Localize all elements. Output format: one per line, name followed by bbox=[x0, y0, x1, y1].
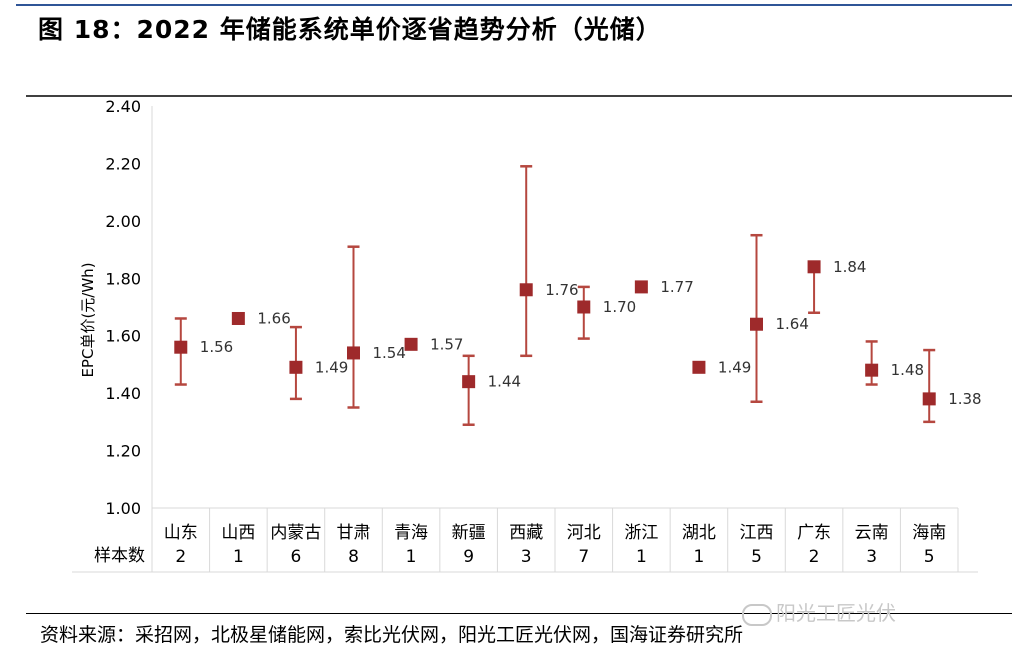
sample-count: 2 bbox=[809, 547, 820, 567]
category-label: 浙江 bbox=[624, 523, 658, 543]
category-label: 甘肃 bbox=[337, 523, 371, 543]
sample-count: 5 bbox=[924, 547, 935, 567]
markers bbox=[174, 260, 936, 406]
data-point bbox=[519, 283, 533, 297]
category-label: 山西 bbox=[221, 523, 255, 543]
data-label: 1.64 bbox=[776, 315, 809, 333]
data-label: 1.70 bbox=[603, 298, 636, 316]
y-tick-label: 2.20 bbox=[105, 154, 141, 173]
data-point bbox=[174, 340, 188, 354]
data-label: 1.56 bbox=[200, 338, 233, 356]
y-tick-label: 1.20 bbox=[105, 442, 141, 461]
sample-count: 7 bbox=[578, 547, 589, 567]
y-tick-label: 1.60 bbox=[105, 327, 141, 346]
source-note: 资料来源：采招网，北极星储能网，索比光伏网，阳光工匠光伏网，国海证券研究所 bbox=[40, 624, 744, 646]
data-point bbox=[692, 360, 706, 374]
data-point bbox=[634, 280, 648, 294]
category-label: 河北 bbox=[567, 523, 601, 543]
y-tick-label: 1.40 bbox=[105, 384, 141, 403]
data-label: 1.54 bbox=[373, 344, 406, 362]
category-label: 山东 bbox=[164, 523, 198, 543]
data-point bbox=[289, 360, 303, 374]
data-point bbox=[922, 392, 936, 406]
data-point bbox=[231, 311, 245, 325]
sample-count: 1 bbox=[636, 547, 647, 567]
data-label: 1.76 bbox=[545, 281, 578, 299]
data-point bbox=[750, 317, 763, 331]
data-point bbox=[347, 346, 360, 360]
data-label: 1.77 bbox=[660, 278, 693, 296]
data-label: 1.49 bbox=[315, 358, 348, 376]
sample-count-label: 样本数 bbox=[94, 546, 145, 566]
category-label: 云南 bbox=[855, 523, 889, 543]
bottom-rule bbox=[26, 613, 1012, 614]
sample-count: 3 bbox=[521, 547, 532, 567]
watermark: 阳光工匠光伏 bbox=[742, 597, 896, 626]
data-point bbox=[865, 363, 879, 377]
data-point bbox=[577, 300, 591, 314]
sample-count: 6 bbox=[291, 547, 302, 567]
value-labels: 1.56 1.66 1.49 1.54 1.57 1.44 1.76 1.70 1.77 1.49… bbox=[200, 258, 982, 408]
sample-count: 2 bbox=[175, 547, 186, 567]
category-label: 新疆 bbox=[452, 523, 486, 543]
category-label: 广东 bbox=[797, 523, 831, 543]
sample-count: 1 bbox=[233, 547, 244, 567]
data-point bbox=[807, 260, 821, 274]
data-label: 1.48 bbox=[891, 361, 924, 379]
sample-count: 5 bbox=[751, 547, 762, 567]
figure-title: 图 18：2022 年储能系统单价逐省趋势分析（光储） bbox=[38, 15, 662, 44]
y-tick-label: 2.40 bbox=[105, 97, 141, 116]
data-label: 1.84 bbox=[833, 258, 866, 276]
data-label: 1.49 bbox=[718, 358, 751, 376]
wechat-icon bbox=[742, 603, 772, 626]
sample-count: 3 bbox=[866, 547, 877, 567]
category-label: 西藏 bbox=[509, 523, 543, 543]
category-label: 海南 bbox=[912, 523, 946, 543]
category-label: 江西 bbox=[740, 523, 774, 543]
data-label: 1.66 bbox=[257, 309, 290, 327]
top-rule bbox=[16, 4, 1012, 6]
data-point bbox=[404, 337, 418, 351]
data-label: 1.44 bbox=[488, 373, 521, 391]
y-tick-label: 1.80 bbox=[105, 269, 141, 288]
y-ticks: 1.00 1.20 1.40 1.60 1.80 2.00 2.20 2.40 bbox=[105, 97, 141, 518]
category-labels: 山东 2 山西 1 内蒙古 6 甘肃 8 青海 1 新疆 9 西藏 3 河北 7 浙江 1 湖北 1 江西 5 广东 2 云南 3… bbox=[151, 508, 959, 572]
data-label: 1.38 bbox=[948, 390, 981, 408]
category-label: 青海 bbox=[394, 523, 428, 543]
data-label: 1.57 bbox=[430, 335, 463, 353]
y-tick-label: 2.00 bbox=[105, 212, 141, 231]
sample-count: 1 bbox=[406, 547, 417, 567]
y-axis-label: EPC单价(元/Wh) bbox=[79, 262, 97, 377]
sample-count: 9 bbox=[463, 547, 474, 567]
y-tick-label: 1.00 bbox=[105, 499, 141, 518]
watermark-text: 阳光工匠光伏 bbox=[776, 601, 896, 625]
sample-count: 8 bbox=[348, 547, 359, 567]
category-label: 内蒙古 bbox=[270, 523, 321, 543]
category-label: 湖北 bbox=[682, 523, 716, 543]
data-point bbox=[462, 375, 476, 389]
sample-count: 1 bbox=[694, 547, 705, 567]
